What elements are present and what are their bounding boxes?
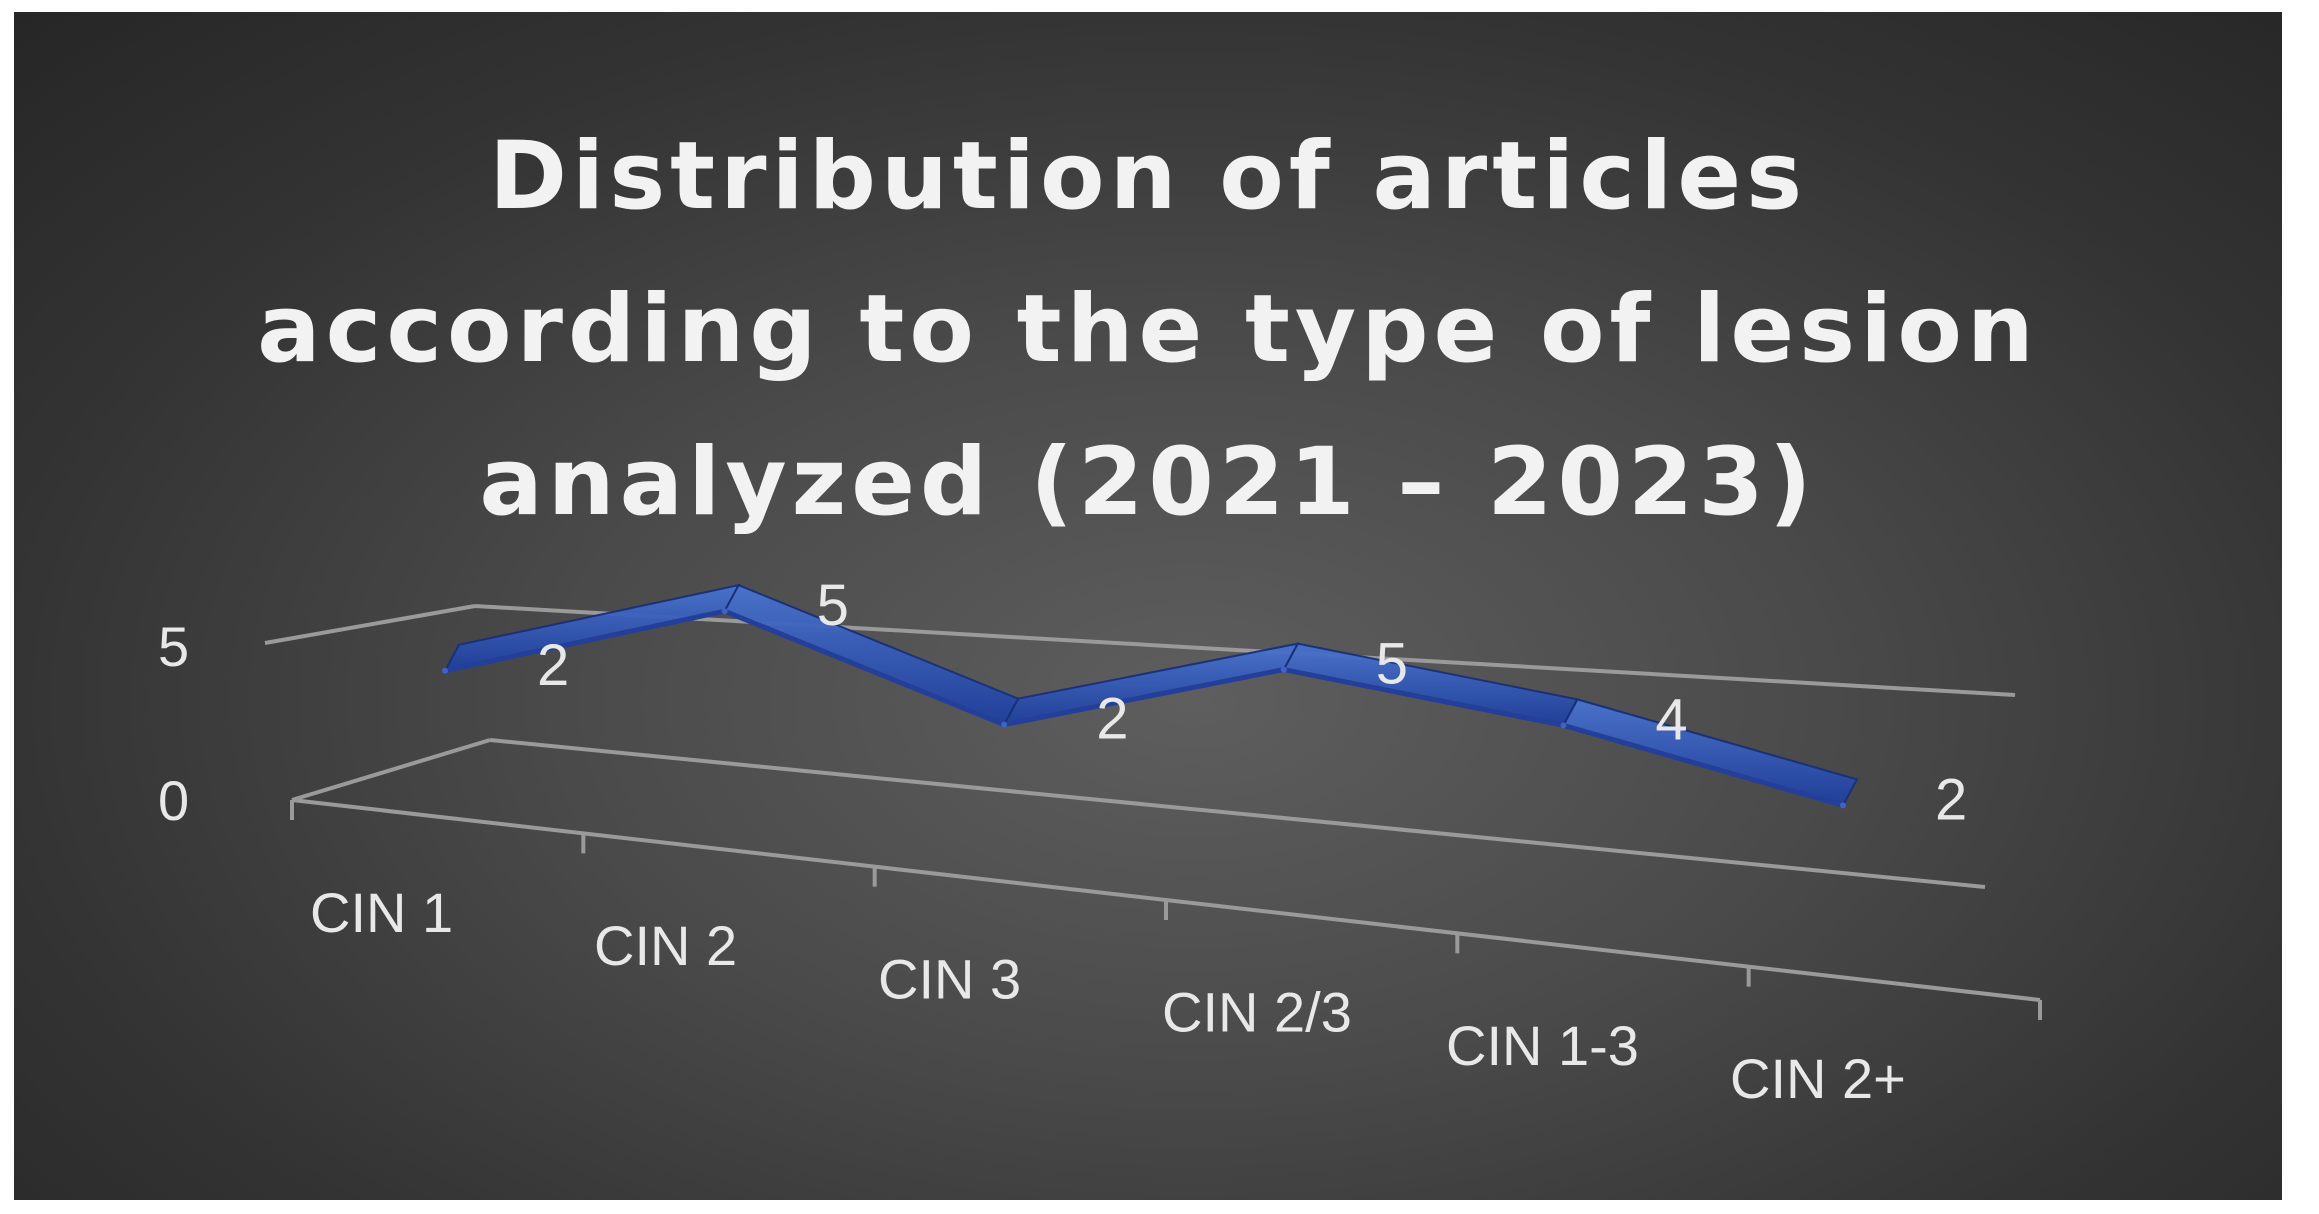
axis-lines <box>264 604 2042 1020</box>
category-label: CIN 2+ <box>1730 1047 1906 1110</box>
category-label: CIN 2 <box>594 914 737 977</box>
series-line-edge <box>1562 722 1844 808</box>
series-line-edge <box>444 608 726 674</box>
data-point <box>1001 721 1008 728</box>
category-label: CIN 1-3 <box>1446 1014 1639 1077</box>
series-segment <box>723 583 1020 726</box>
series-segment <box>443 583 741 673</box>
category-labels: CIN 1 CIN 2 CIN 3 CIN 2/3 CIN 1-3 CIN 2+ <box>310 881 1906 1110</box>
series-line-edge <box>1283 667 1564 728</box>
data-labels: 2 5 2 5 4 2 <box>537 573 1967 832</box>
data-point <box>442 667 448 674</box>
top-back-edge <box>474 604 2016 697</box>
series-line-edge <box>1003 667 1285 728</box>
chart-area: Distribution of articles according to th… <box>14 12 2282 1200</box>
y-tick-labels: 05 <box>158 615 189 832</box>
data-point <box>1280 666 1287 673</box>
y-tick-label: 5 <box>158 615 189 678</box>
series-ribbon <box>442 583 1859 809</box>
data-label: 2 <box>1935 767 1967 832</box>
data-point <box>721 608 728 615</box>
category-label: CIN 3 <box>878 947 1021 1010</box>
chart-title: Distribution of articles according to th… <box>257 122 2039 537</box>
data-label: 5 <box>1376 632 1408 697</box>
series-segment <box>1282 642 1579 727</box>
data-label: 2 <box>1096 687 1128 752</box>
y-tick-label: 0 <box>158 769 189 832</box>
category-label: CIN 1 <box>310 881 453 944</box>
category-label: CIN 2/3 <box>1162 981 1352 1044</box>
floor-left-edge <box>291 738 491 802</box>
data-label: 4 <box>1655 687 1687 752</box>
data-label: 5 <box>817 573 849 638</box>
series-segment <box>1002 642 1300 727</box>
series-segment <box>1561 698 1859 807</box>
data-point <box>1560 722 1567 729</box>
series-line-edge <box>723 608 1006 727</box>
top-left-edge <box>264 604 476 645</box>
floor-back-edge <box>489 738 1986 889</box>
data-label: 2 <box>537 633 569 698</box>
data-point <box>1840 802 1846 809</box>
